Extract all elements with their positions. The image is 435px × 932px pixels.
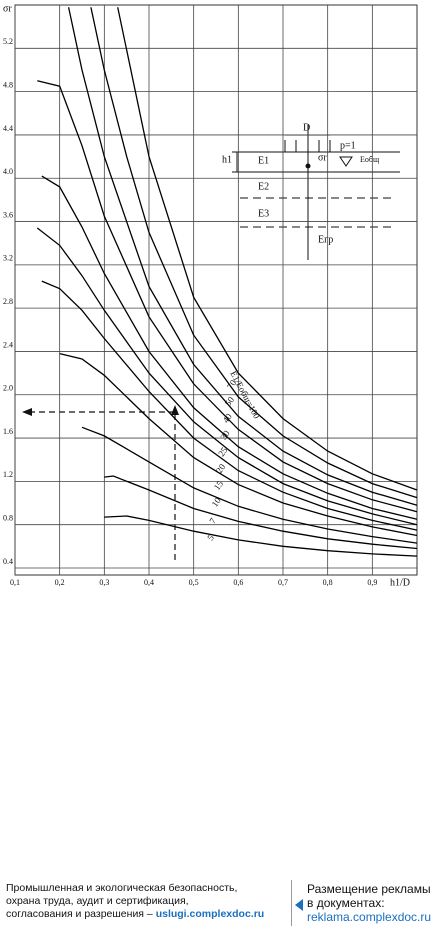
footer-triangle [295,899,303,911]
x-tick-label: 0,2 [55,578,65,587]
inset-label: E1 [258,155,269,166]
curve [41,280,418,531]
y-axis-label: σr [3,3,12,14]
y-tick-label: 4.0 [3,167,13,176]
footer-arrow [295,899,303,911]
curve [90,7,418,499]
inset-label: h1 [222,154,232,165]
x-tick-label: 0,4 [144,578,154,587]
x-tick-label: 0,7 [278,578,288,587]
y-tick-label: 2.8 [3,297,13,306]
y-tick-label: 3.2 [3,254,13,263]
footer-link[interactable]: reklama.complexdoc.ru [307,910,432,924]
inset-label: Eобщ [360,155,379,164]
footer-divider [291,880,292,926]
reading-arrow [30,411,176,560]
footer-right: Размещение рекламы в документах: reklama… [307,882,431,924]
arrow-head [171,405,179,415]
y-tick-label: 0.4 [3,557,13,566]
inset-label: D [303,122,310,133]
curve [37,80,418,513]
footer-left: Промышленная и экологическая безопасност… [6,882,264,921]
x-axis-label: h1/D [390,577,410,588]
inset-label: E2 [258,181,269,192]
curve-label: 10 [210,495,224,509]
inset-label: σr [318,152,327,163]
curve [104,475,418,550]
chart: σr h1/D D p=1 h1 E1 σr Eобщ E2 E3 Eгр 0.… [3,3,418,588]
y-tick-label: 0.8 [3,514,13,523]
curve-label: 7 [207,516,218,526]
footer-text: Размещение рекламы [307,882,431,896]
curve [41,175,418,520]
footer-text: Промышленная и экологическая безопасност… [6,882,238,894]
curve [59,352,418,537]
arrow-head [22,408,32,416]
y-tick-label: 1.6 [3,427,13,436]
curve-label: 20 [214,462,228,476]
y-tick-label: 3.6 [3,210,13,219]
footer-link[interactable]: uslugi.complexdoc.ru [155,908,265,920]
y-tick-label: 2.0 [3,384,13,393]
curve-label: 15 [212,478,226,492]
footer-line: согласования и разрешения – uslugi.compl… [6,908,264,921]
x-tick-label: 0,6 [233,578,243,587]
inset-diagram [232,125,400,260]
y-tick-label: 5.2 [3,37,13,46]
y-tick-label: 4.4 [3,124,13,133]
curve [117,7,418,491]
inset-point [305,163,311,169]
x-tick-label: 0,5 [189,578,199,587]
y-tick-label: 4.8 [3,80,13,89]
curve [104,515,418,557]
x-tick-label: 0,1 [10,578,20,587]
x-tick-label: 0,8 [323,578,333,587]
curve [67,7,418,506]
y-tick-label: 2.4 [3,340,13,349]
x-tick-label: 0,9 [367,578,377,587]
curve-label: 50 [223,394,237,408]
footer-text: согласования и разрешения – [6,908,153,920]
inset-label: Eгр [318,234,333,245]
footer-text: охрана труда, аудит и сертификация, [6,895,189,907]
x-tick-label: 0,3 [99,578,109,587]
inset-label: E3 [258,208,269,219]
footer-text: в документах: [307,896,385,910]
inset-label: p=1 [340,140,356,151]
curve-label: 5 [205,532,216,542]
curve [36,227,418,526]
y-tick-label: 1.2 [3,470,13,479]
curve [81,426,418,544]
inset-triangle [339,156,353,167]
